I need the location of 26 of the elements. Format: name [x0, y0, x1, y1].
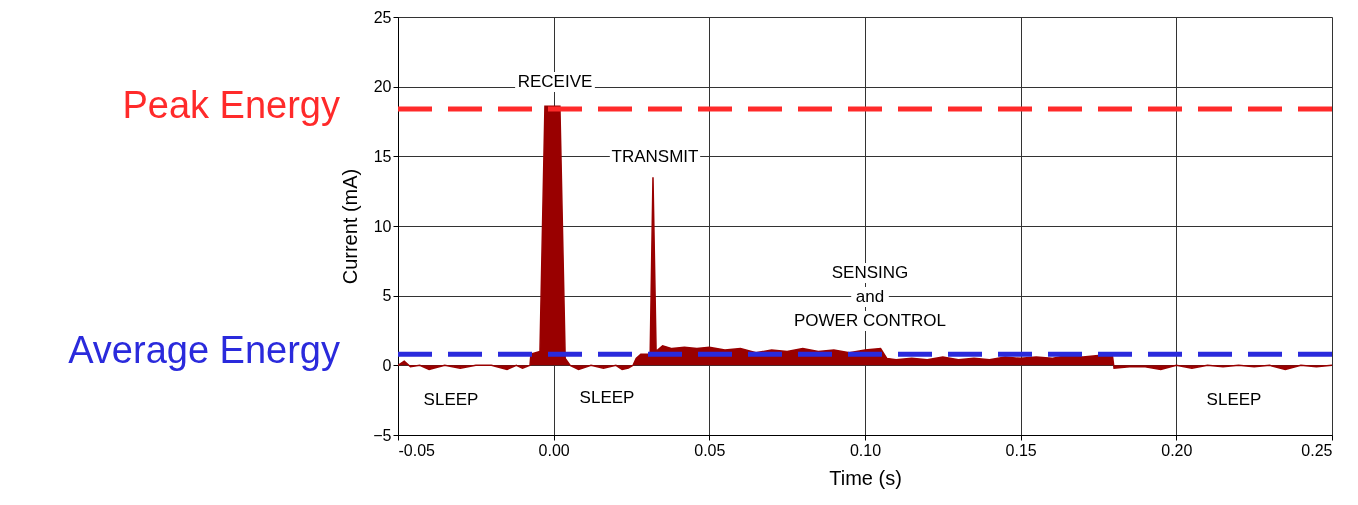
y-tick-label: 15: [373, 147, 392, 165]
y-tick-label: 0: [382, 356, 392, 374]
x-tick-label: -0.05: [398, 441, 436, 459]
annotation: SENSING: [831, 263, 909, 282]
y-tick-label: 10: [373, 217, 392, 235]
annotation: SLEEP: [1206, 390, 1262, 409]
annotation: POWER CONTROL: [793, 311, 947, 330]
x-tick-label: 0.15: [1005, 441, 1037, 459]
y-tick-label: −5: [373, 426, 392, 444]
ref-line-label: Average Energy: [68, 329, 340, 372]
x-tick-label: 0.00: [538, 441, 570, 459]
y-tick-label: 20: [373, 78, 392, 96]
ref-line-label: Peak Energy: [122, 83, 340, 126]
y-tick-label: 25: [373, 8, 392, 26]
annotation: SLEEP: [423, 390, 479, 409]
x-tick-label: 0.05: [694, 441, 726, 459]
y-axis-title: Current (mA): [339, 168, 362, 285]
x-axis-title: Time (s): [829, 466, 902, 489]
y-tick-label: 5: [382, 287, 392, 305]
annotation: TRANSMIT: [611, 147, 699, 166]
x-tick-label: 0.10: [849, 441, 882, 459]
x-tick-label: 0.20: [1161, 441, 1193, 459]
annotation: SLEEP: [579, 388, 635, 407]
annotation: and: [855, 287, 885, 306]
annotation: RECEIVE: [517, 72, 593, 91]
x-tick-label: 0.25: [1301, 441, 1333, 459]
